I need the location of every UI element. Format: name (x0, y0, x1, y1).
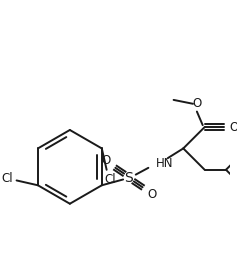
Text: O: O (192, 97, 201, 110)
Text: O: O (229, 121, 237, 134)
Text: O: O (101, 154, 110, 167)
Text: Cl: Cl (1, 172, 13, 185)
Text: Cl: Cl (105, 173, 116, 186)
Text: O: O (148, 189, 157, 202)
Text: S: S (125, 170, 133, 184)
Text: HN: HN (156, 157, 174, 170)
